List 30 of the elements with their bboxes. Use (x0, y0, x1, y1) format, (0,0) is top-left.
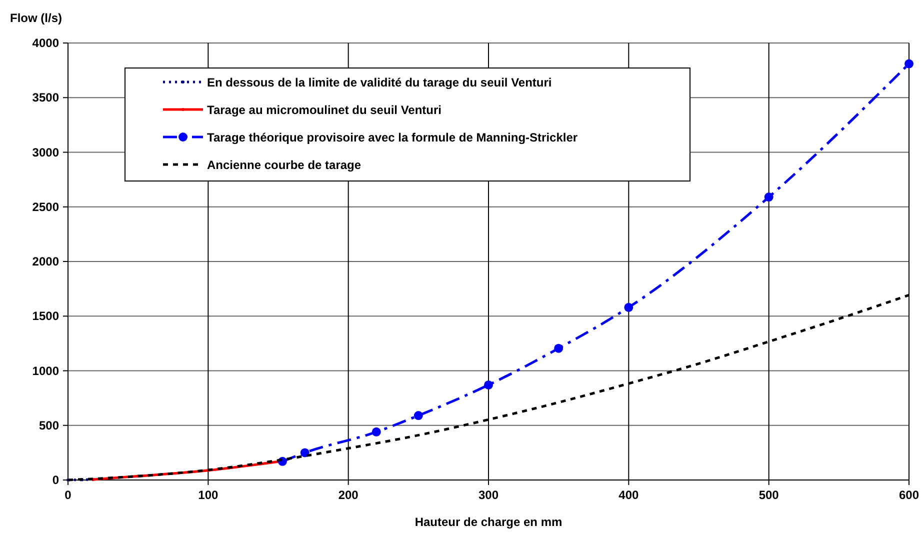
x-tick-label: 0 (64, 488, 72, 502)
y-tick-label: 500 (38, 418, 60, 432)
y-tick-label: 2000 (32, 254, 60, 268)
x-tick-label: 300 (478, 488, 499, 502)
point (414, 411, 423, 420)
point (484, 380, 493, 390)
point (624, 302, 634, 312)
x-tick-label: 100 (198, 488, 218, 502)
legend-label: Tarage au micromoulinet du seuil Venturi (207, 103, 442, 117)
point (904, 59, 914, 68)
y-tick-label: 3000 (32, 145, 60, 160)
point (300, 448, 310, 458)
x-tick-label: 400 (618, 488, 639, 502)
legend-label: Ancienne courbe de tarage (207, 158, 362, 172)
x-tick-label: 600 (898, 488, 920, 502)
legend-label: En dessous de la limite de validité du tarage du seuil Venturi (207, 76, 552, 90)
point (372, 427, 381, 436)
y-axis-title: Flow (l/s) (10, 11, 62, 25)
y-tick-label: 0 (52, 473, 60, 487)
x-tick-label: 200 (338, 488, 359, 502)
legend-label: Tarage théorique provisoire avec la formule de Manning-Strickler (207, 130, 578, 144)
y-tick-label: 4000 (32, 36, 60, 50)
y-tick-label: 1500 (32, 309, 60, 324)
point (764, 192, 774, 202)
x-axis-title: Hauteur de charge en mm (414, 515, 562, 529)
y-tick-label: 1000 (32, 364, 60, 378)
x-tick-label: 500 (758, 488, 780, 502)
y-tick-label: 2500 (32, 200, 60, 214)
point (554, 344, 564, 353)
y-tick-label: 3500 (32, 90, 60, 105)
